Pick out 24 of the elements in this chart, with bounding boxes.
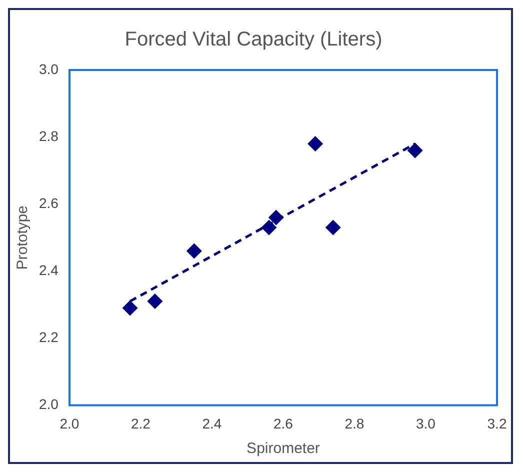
x-tick-label: 2.2: [130, 415, 151, 432]
point: [408, 143, 422, 158]
x-tick-label: 2.4: [202, 415, 222, 432]
point: [268, 210, 284, 225]
x-tick-label: 3.0: [416, 415, 436, 432]
point: [262, 220, 276, 235]
x-axis-title: Spirometer: [246, 440, 320, 458]
x-tick-label: 2.8: [344, 415, 364, 432]
y-tick-label: 2.4: [38, 262, 59, 278]
x-tick-label: 2.0: [60, 415, 80, 432]
y-tick-label: 2.8: [38, 128, 59, 144]
y-tick-label: 2.2: [38, 329, 59, 346]
y-tick-label: 3.0: [38, 60, 59, 77]
point: [308, 136, 323, 151]
y-tick-label: 2.0: [38, 396, 59, 412]
x-tick-label: 2.6: [273, 415, 294, 432]
y-axis-title: Prototype: [14, 205, 32, 270]
x-tick-label: 3.2: [487, 415, 507, 432]
y-tick-label: 2.6: [38, 194, 59, 211]
point: [148, 294, 162, 309]
point: [122, 300, 138, 316]
point: [326, 220, 340, 235]
point: [186, 244, 202, 258]
chart-title: Forced Vital Capacity (Liters): [124, 28, 382, 51]
